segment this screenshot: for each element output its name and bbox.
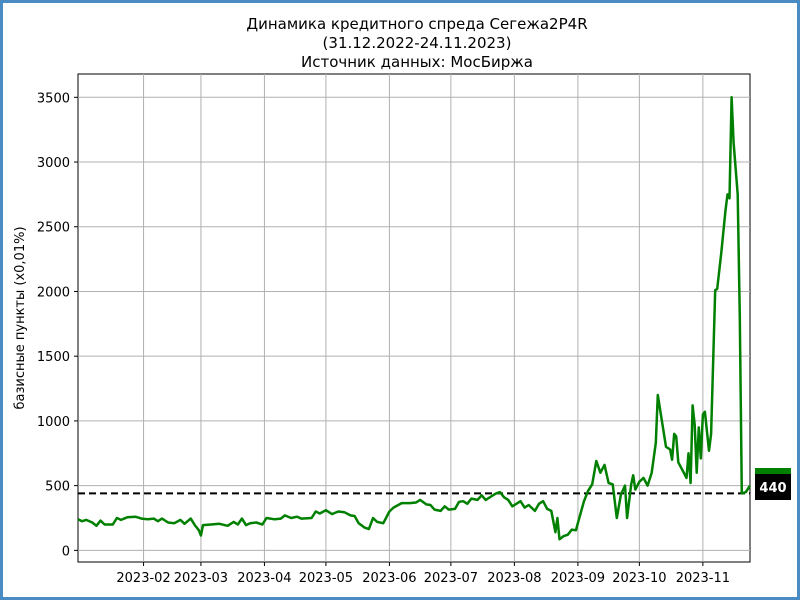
x-tick-label: 2023-05: [299, 571, 353, 586]
series-line: [77, 96, 752, 541]
y-tick-label: 1500: [37, 350, 70, 365]
chart-source: Источник данных: МосБиржа: [301, 53, 533, 71]
grid: [78, 74, 750, 562]
chart-title: Динамика кредитного спреда Сегежа2P4R: [246, 15, 588, 33]
y-tick-label: 2000: [37, 285, 70, 300]
y-axis-label: базисные пункты (x0,01%): [13, 226, 28, 409]
x-tick-label: 2023-03: [174, 571, 228, 586]
chart-subtitle: (31.12.2022-24.11.2023): [322, 34, 512, 52]
x-tick-label: 2023-04: [237, 571, 291, 586]
y-tick-label: 500: [45, 480, 70, 495]
plot-area: [77, 73, 751, 563]
x-tick-label: 2023-11: [676, 571, 730, 586]
y-tick-label: 0: [62, 544, 70, 559]
last-value-label: 440: [759, 481, 786, 496]
x-tick-label: 2023-02: [116, 571, 170, 586]
x-tick-label: 2023-07: [424, 571, 478, 586]
y-tick-label: 1000: [37, 415, 70, 430]
x-tick-label: 2023-09: [551, 571, 605, 586]
y-tick-label: 3000: [37, 156, 70, 171]
x-tick-label: 2023-08: [487, 571, 541, 586]
last-value-marker: 440: [755, 468, 791, 500]
x-tick-label: 2023-06: [362, 571, 416, 586]
x-tick-label: 2023-10: [612, 571, 666, 586]
y-tick-label: 2500: [37, 221, 70, 236]
y-tick-label: 3500: [37, 91, 70, 106]
axis-ticks: 0 500 1000 1500 2000 2500 3000 3500 2023-02 2023-…: [37, 91, 730, 586]
